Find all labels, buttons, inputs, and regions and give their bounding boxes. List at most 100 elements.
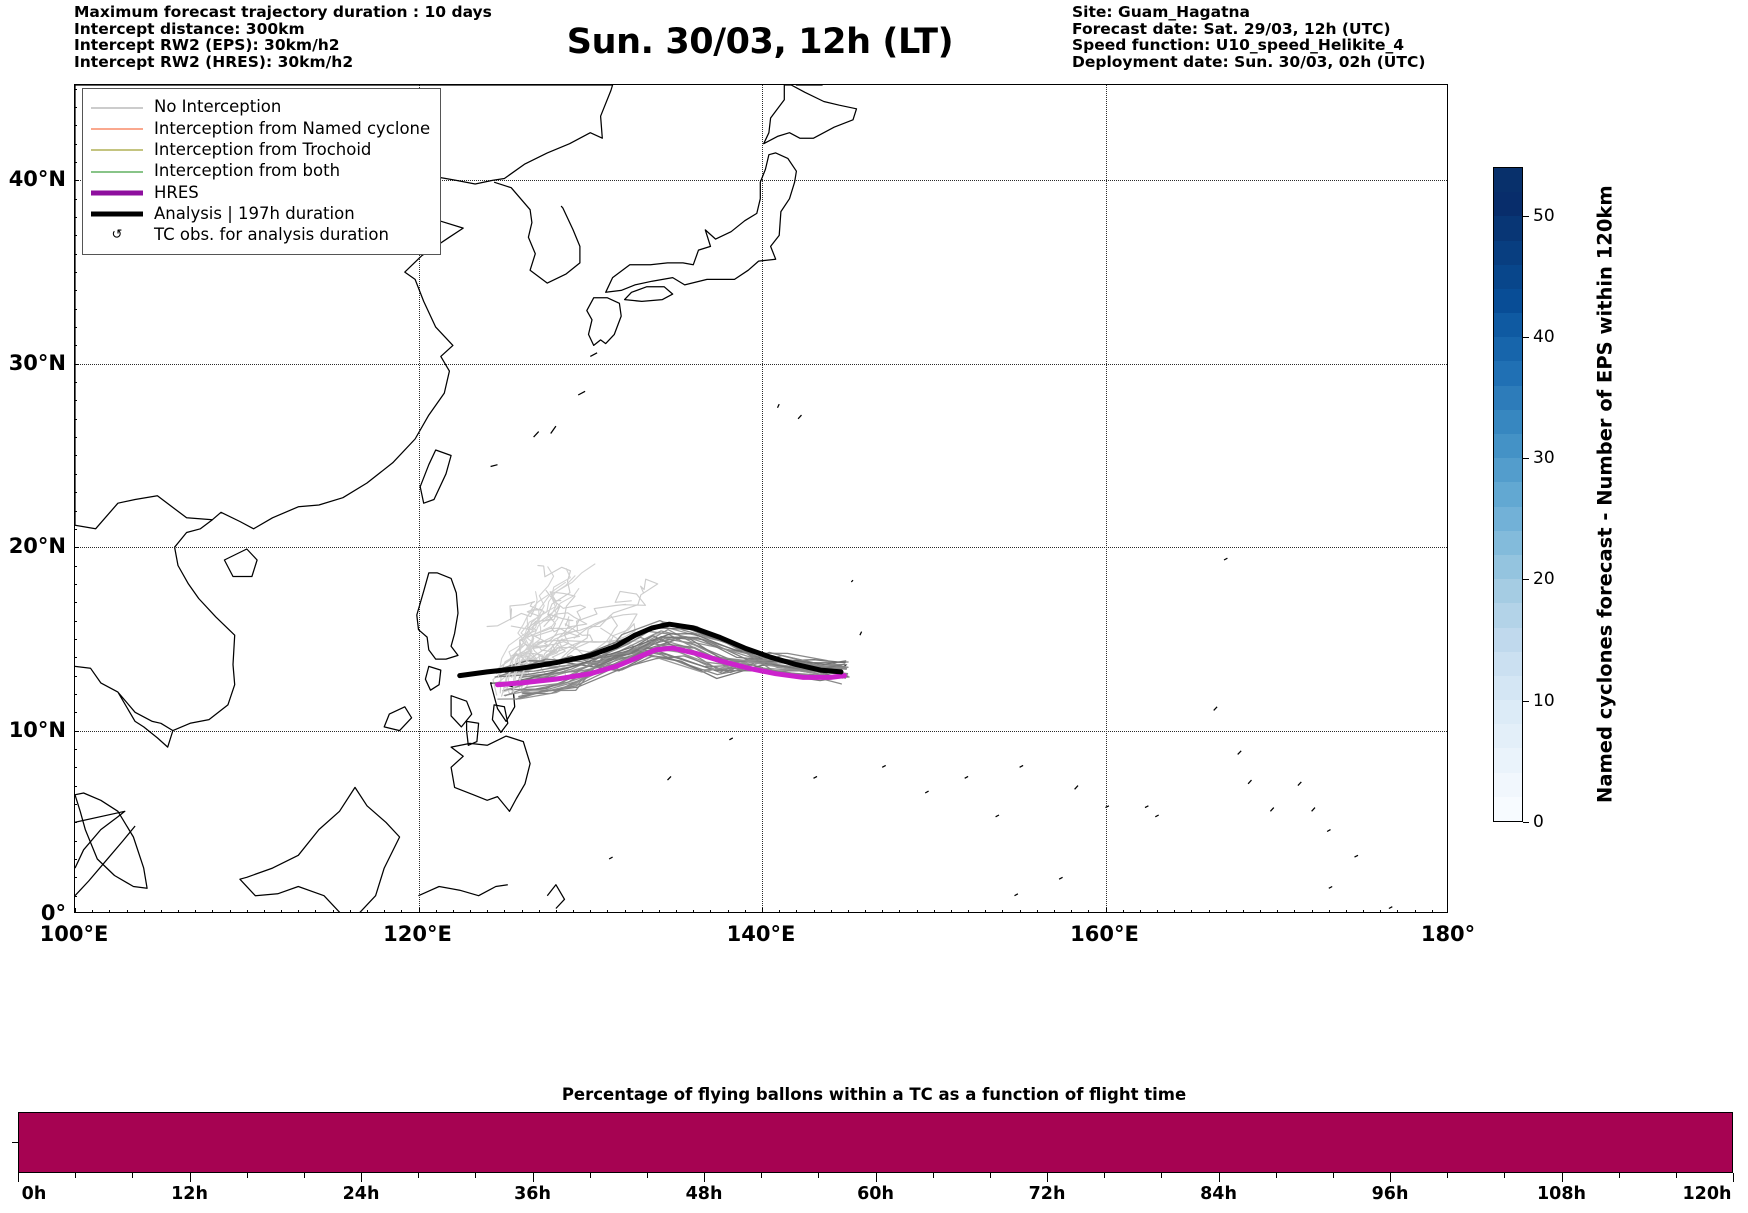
map-xtick-label: 140°E <box>726 922 796 946</box>
percentage-tick-label: 24h <box>342 1184 380 1204</box>
legend-line-sample <box>91 128 143 130</box>
header-left-block: Maximum forecast trajectory duration : 1… <box>74 4 492 70</box>
legend-item[interactable]: No Interception <box>91 97 430 118</box>
map-minor-tick-lat <box>75 858 77 860</box>
coastline-path <box>729 737 734 741</box>
coastline-path <box>667 775 672 781</box>
legend-item-label: Interception from Trochoid <box>154 139 372 159</box>
coastline-path <box>418 884 508 897</box>
legend-item[interactable]: Interception from Named cyclone <box>91 118 430 139</box>
colorbar-segment <box>1494 603 1522 628</box>
coastline-path <box>550 425 557 434</box>
map-minor-tick-lon <box>1414 910 1416 912</box>
colorbar-tick <box>1523 215 1529 217</box>
map-minor-tick-lon <box>143 910 145 912</box>
map-minor-tick-lon <box>1088 910 1090 912</box>
percentage-minor-tick <box>475 1173 477 1178</box>
coastline-path <box>424 665 442 691</box>
map-minor-tick-lat <box>75 345 77 347</box>
coastline-path <box>797 414 802 420</box>
map-minor-tick-lon <box>435 910 437 912</box>
percentage-major-tick <box>532 1173 534 1182</box>
map-minor-tick-lon <box>504 910 506 912</box>
map-minor-tick-lat <box>75 547 77 549</box>
percentage-minor-tick <box>1104 1173 1106 1178</box>
map-ytick-label: 0° <box>40 901 66 925</box>
map-minor-tick-lat <box>75 767 77 769</box>
coastline-path <box>75 825 136 897</box>
map-minor-tick-lon <box>160 910 162 912</box>
analysis-trajectory <box>457 621 844 679</box>
legend-swatch <box>91 186 143 200</box>
map-minor-tick-lat <box>75 583 77 585</box>
header-right-line-1: Forecast date: Sat. 29/03, 12h (UTC) <box>1072 19 1391 38</box>
trajectory-overlay <box>457 563 850 700</box>
eps-trajectory <box>486 608 542 676</box>
eps-trajectory <box>511 588 580 678</box>
legend-item-label: Analysis | 197h duration <box>154 203 355 223</box>
legend-item[interactable]: ↺ TC obs. for analysis duration <box>91 225 430 246</box>
colorbar-tick-label: 20 <box>1533 569 1555 590</box>
percentage-major-tick <box>1561 1173 1563 1182</box>
percentage-minor-tick <box>761 1173 763 1178</box>
colorbar-segment <box>1494 216 1522 241</box>
map-minor-tick-lon <box>384 910 386 912</box>
coastline-path <box>763 85 858 145</box>
map-minor-tick-lat <box>75 895 77 897</box>
map-minor-tick-lat <box>75 308 77 310</box>
page-title: Sun. 30/03, 12h (LT) <box>566 22 954 62</box>
tc-observation-icon: ↺ <box>111 227 123 243</box>
legend-item[interactable]: Interception from both <box>91 161 430 182</box>
coastline-path <box>493 181 581 284</box>
map-minor-tick-lat <box>75 638 77 640</box>
coastline-path <box>75 810 126 869</box>
map-minor-tick-lon <box>1311 910 1313 912</box>
coastline-path <box>1144 805 1149 809</box>
map-minor-tick-lon <box>1294 910 1296 912</box>
legend-item[interactable]: Interception from Trochoid <box>91 140 430 161</box>
map-minor-tick-lon <box>1431 910 1433 912</box>
map-minor-tick-lat <box>75 418 77 420</box>
percentage-minor-tick <box>1161 1173 1163 1178</box>
colorbar-segment <box>1494 627 1522 652</box>
eps-trajectory <box>517 566 555 684</box>
legend-item[interactable]: HRES <box>91 182 430 203</box>
map-ytick-label: 40°N <box>8 167 66 192</box>
coastline-path <box>1328 885 1333 889</box>
map-minor-tick-lon <box>315 910 317 912</box>
legend-swatch <box>91 207 143 221</box>
map-minor-tick-lat <box>75 272 77 274</box>
map-minor-tick-lat <box>75 290 77 292</box>
colorbar-segment <box>1494 675 1522 701</box>
coastline-path <box>172 519 236 732</box>
map-minor-tick-lon <box>865 910 867 912</box>
map-minor-tick-lon <box>1105 910 1107 912</box>
coastline-path <box>546 884 566 909</box>
map-minor-tick-lat <box>75 327 77 329</box>
percentage-major-tick <box>18 1173 19 1182</box>
map-xtick-label: 180° <box>1420 922 1476 946</box>
map-minor-tick-lat <box>75 712 77 714</box>
colorbar-segment <box>1494 530 1522 555</box>
map-minor-tick-lon <box>847 910 849 912</box>
coastline-path <box>605 152 798 293</box>
eps-trajectory <box>519 645 848 678</box>
percentage-tick-label: 96h <box>1371 1184 1409 1204</box>
map-minor-tick-lat <box>75 455 77 457</box>
header-left-line-0: Maximum forecast trajectory duration : 1… <box>74 3 492 21</box>
map-minor-tick-lon <box>916 910 918 912</box>
legend-item[interactable]: Analysis | 197h duration <box>91 203 430 224</box>
colorbar-segment <box>1494 361 1522 386</box>
percentage-tick-label: 48h <box>685 1184 723 1204</box>
coastline-path <box>450 735 531 812</box>
percentage-tick-label: 72h <box>1028 1184 1066 1204</box>
percentage-major-tick <box>875 1173 877 1182</box>
colorbar-tick <box>1523 579 1529 581</box>
percentage-tick-label: 84h <box>1200 1184 1237 1204</box>
coastline-path <box>859 631 863 636</box>
map-minor-tick-lon <box>349 910 351 912</box>
map-minor-tick-lon <box>710 910 712 912</box>
percentage-bar-fill <box>19 1113 1732 1172</box>
percentage-minor-tick <box>1504 1173 1506 1178</box>
legend-swatch <box>91 165 143 179</box>
